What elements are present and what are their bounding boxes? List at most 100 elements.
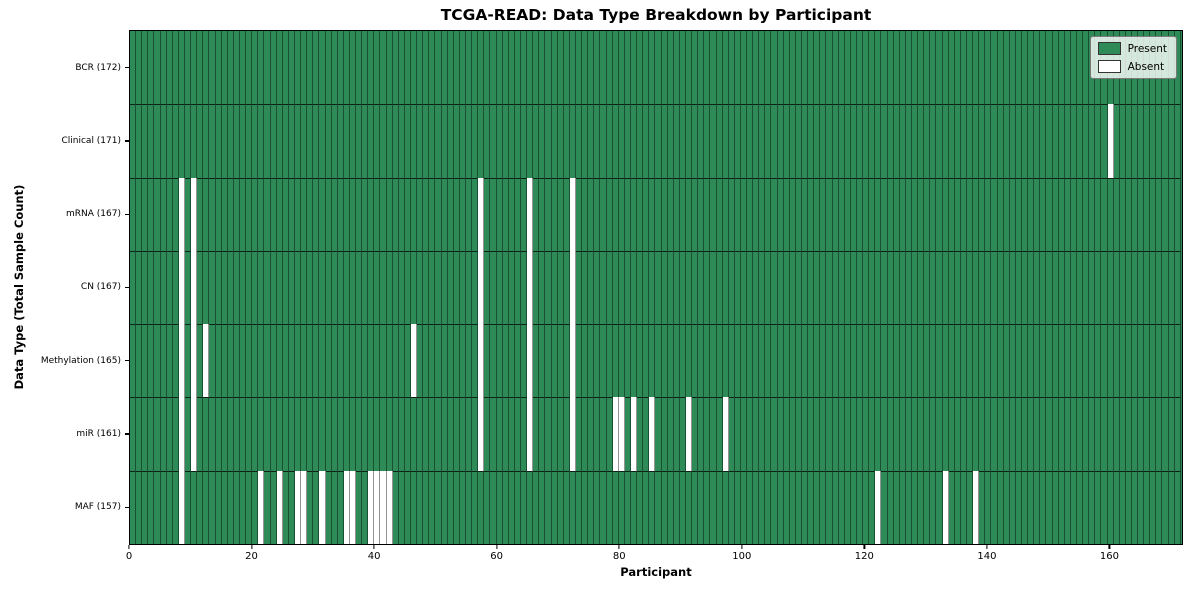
matrix-cell-present — [563, 324, 570, 398]
matrix-cell-present — [582, 397, 589, 471]
matrix-cell-present — [857, 324, 864, 398]
matrix-cell-present — [197, 104, 204, 178]
matrix-cell-present — [826, 397, 833, 471]
matrix-cell-present — [258, 31, 265, 105]
matrix-cell-present — [288, 470, 295, 544]
matrix-cell-present — [527, 31, 534, 105]
matrix-cell-present — [679, 250, 686, 325]
matrix-cell-present — [777, 324, 784, 398]
matrix-cell-present — [759, 250, 766, 325]
matrix-cell-present — [184, 104, 192, 178]
matrix-cell-present — [661, 250, 668, 325]
matrix-cell-present — [728, 177, 735, 251]
matrix-cell-present — [600, 250, 607, 325]
matrix-cell-present — [966, 470, 974, 544]
matrix-cell-present — [459, 104, 467, 178]
matrix-cell-present — [826, 470, 833, 544]
matrix-cell-present — [924, 250, 931, 325]
matrix-cell-present — [710, 324, 717, 398]
matrix-cell-present — [594, 324, 601, 398]
matrix-cell-present — [1089, 470, 1096, 544]
x-tick-label: 40 — [367, 551, 381, 562]
y-tick-label-miR: miR (161) — [76, 429, 121, 440]
matrix-cell-present — [594, 470, 601, 544]
matrix-cell-present — [294, 397, 302, 471]
matrix-cell-present — [497, 31, 503, 105]
matrix-cell-present — [374, 31, 381, 105]
matrix-cell-present — [649, 324, 656, 398]
matrix-cell-present — [1009, 104, 1016, 178]
matrix-cell-present — [1058, 104, 1065, 178]
matrix-cell-present — [594, 31, 601, 105]
matrix-cell-present — [356, 470, 363, 544]
matrix-cell-present — [551, 250, 558, 325]
matrix-cell-present — [844, 250, 851, 325]
matrix-cell-present — [1168, 397, 1175, 471]
matrix-cell-present — [1083, 31, 1090, 105]
matrix-cell-present — [404, 397, 412, 471]
matrix-cell-present — [246, 31, 253, 105]
matrix-cell-present — [1168, 470, 1175, 544]
matrix-cell-present — [655, 177, 662, 251]
matrix-cell-present — [588, 250, 595, 325]
matrix-cell-present — [417, 397, 424, 471]
matrix-cell-present — [459, 470, 467, 544]
y-tick-label-Methylation: Methylation (165) — [40, 355, 121, 366]
matrix-cell-present — [624, 324, 631, 398]
matrix-cell-present — [1034, 250, 1041, 325]
matrix-cell-present — [1070, 250, 1077, 325]
y-tick-mark — [124, 360, 129, 362]
matrix-cell-present — [484, 177, 491, 251]
matrix-row-miR: miR (161) — [76, 397, 1182, 471]
matrix-cell-present — [136, 31, 143, 105]
matrix-cell-present — [1028, 31, 1035, 105]
matrix-cell-present — [319, 104, 326, 178]
matrix-cell-present — [979, 397, 986, 471]
x-axis-label: Participant — [620, 565, 692, 579]
matrix-cell-present — [734, 324, 741, 398]
matrix-cell-present — [502, 470, 509, 544]
matrix-cell-present — [160, 324, 167, 398]
matrix-cell-present — [1058, 324, 1065, 398]
matrix-cell-present — [606, 177, 613, 251]
matrix-cell-present — [857, 104, 864, 178]
matrix-cell-present — [343, 177, 350, 251]
matrix-cell-present — [936, 397, 943, 471]
matrix-cell-present — [661, 104, 668, 178]
matrix-cell-present — [429, 104, 436, 178]
matrix-cell-present — [313, 250, 320, 325]
matrix-cell-absent — [258, 470, 265, 544]
matrix-cell-present — [667, 470, 674, 544]
matrix-cell-present — [533, 31, 540, 105]
matrix-cell-present — [575, 177, 583, 251]
matrix-cell-present — [875, 324, 882, 398]
matrix-cell-present — [789, 397, 796, 471]
matrix-cell-present — [637, 324, 644, 398]
matrix-cell-present — [539, 470, 546, 544]
matrix-cell-present — [740, 470, 748, 544]
matrix-cell-present — [1131, 250, 1139, 325]
matrix-cell-present — [716, 104, 723, 178]
matrix-cell-present — [802, 104, 809, 178]
matrix-cell-present — [130, 324, 137, 398]
matrix-cell-present — [1101, 324, 1108, 398]
matrix-cell-present — [1040, 177, 1047, 251]
matrix-cell-absent — [191, 250, 198, 325]
matrix-cell-present — [716, 177, 723, 251]
matrix-cell-present — [209, 397, 216, 471]
matrix-cell-present — [1168, 177, 1175, 251]
matrix-cell-present — [673, 470, 680, 544]
matrix-cell-present — [148, 31, 155, 105]
matrix-cell-present — [404, 324, 412, 398]
matrix-cell-present — [679, 104, 686, 178]
matrix-cell-present — [172, 250, 179, 325]
matrix-cell-present — [276, 104, 283, 178]
matrix-cell-present — [338, 31, 344, 105]
matrix-cell-present — [820, 177, 827, 251]
matrix-cell-present — [1119, 177, 1126, 251]
matrix-cell-present — [704, 250, 711, 325]
matrix-cell-present — [435, 104, 442, 178]
legend-item-absent: Absent — [1097, 60, 1167, 73]
matrix-cell-present — [252, 31, 259, 105]
matrix-cell-present — [948, 104, 955, 178]
